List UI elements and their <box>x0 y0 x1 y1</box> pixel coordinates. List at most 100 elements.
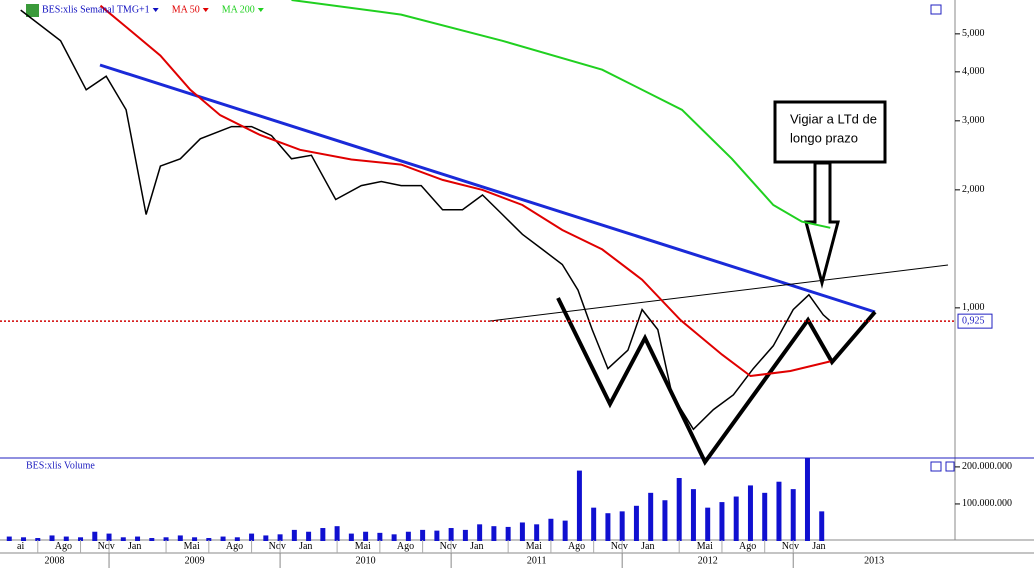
legend-menu <box>152 8 159 12</box>
panel-title: BES:xlis Volume <box>26 460 95 471</box>
volume-bar <box>106 533 112 541</box>
x-tick-label: Ago <box>739 541 756 552</box>
close-icon[interactable] <box>945 461 955 472</box>
volume-bar <box>405 531 411 541</box>
volume-bar <box>804 458 810 541</box>
volume-bar <box>591 507 597 541</box>
series-line <box>20 9 831 431</box>
year-tick-label: 2009 <box>185 555 205 566</box>
legend-entry[interactable]: BES:xlis Semanal TMG+1 <box>42 4 150 15</box>
volume-bar <box>348 533 354 541</box>
volume-bar <box>420 529 426 541</box>
volume-bar <box>377 532 383 541</box>
volume-bar <box>619 511 625 541</box>
volume-bar <box>6 536 12 541</box>
volume-bar <box>120 537 126 541</box>
volume-bar <box>576 470 582 541</box>
volume-bar <box>35 538 41 541</box>
legend-entry[interactable]: MA 50 <box>172 4 200 15</box>
y-tick-label: 200.000.000 <box>962 461 1012 472</box>
annotation-text: longo prazo <box>790 130 858 145</box>
volume-bar <box>92 531 98 541</box>
volume-bar <box>448 528 454 541</box>
x-tick-label: Ago <box>226 541 243 552</box>
x-tick-label: Mai <box>355 541 371 552</box>
legend-menu <box>257 8 264 12</box>
x-tick-label: Nov <box>782 541 799 552</box>
year-tick-label: 2011 <box>527 555 547 566</box>
x-tick-label: Nov <box>440 541 457 552</box>
series-line <box>99 4 831 378</box>
volume-bar <box>491 526 497 541</box>
volume-bar <box>705 507 711 541</box>
x-tick-label: Jan <box>812 541 825 552</box>
volume-bar <box>562 520 568 541</box>
volume-bar <box>391 534 397 541</box>
volume-bar <box>49 535 55 541</box>
y-tick-label: 1,000 <box>962 302 985 313</box>
x-tick-label: Ago <box>397 541 414 552</box>
x-tick-label: Ago <box>55 541 72 552</box>
volume-bar <box>676 478 682 541</box>
last-price-label: 0,925 <box>962 315 985 326</box>
volume-bar <box>320 528 326 541</box>
x-tick-label: Nov <box>611 541 628 552</box>
volume-bar <box>719 502 725 541</box>
volume-bar <box>819 511 825 541</box>
volume-bar <box>762 492 768 541</box>
annotation-box <box>773 100 887 164</box>
legend-entry[interactable]: MA 200 <box>222 4 255 15</box>
volume-bar <box>163 537 169 541</box>
y-tick-label: 3,000 <box>962 115 985 126</box>
volume-bar <box>648 492 654 541</box>
x-tick-label: Mai <box>184 541 200 552</box>
volume-bar <box>263 535 269 541</box>
last-price-box <box>957 313 993 329</box>
volume-bar <box>633 505 639 541</box>
year-tick-label: 2010 <box>356 555 376 566</box>
window-icon[interactable] <box>930 461 942 472</box>
volume-bar <box>534 524 540 541</box>
y-tick-label: 2,000 <box>962 184 985 195</box>
volume-bar <box>519 522 525 541</box>
volume-bar <box>63 536 69 541</box>
volume-bar <box>548 518 554 541</box>
annotation-text: Vigiar a LTd de <box>790 111 877 126</box>
volume-bar <box>249 533 255 541</box>
volume-bar <box>220 536 226 541</box>
x-tick-label: Jan <box>299 541 312 552</box>
volume-bar <box>733 496 739 541</box>
volume-bar <box>747 485 753 541</box>
volume-bar <box>434 530 440 541</box>
pattern-line <box>556 297 877 466</box>
symbol-icon[interactable] <box>26 4 39 17</box>
annotation-arrow <box>804 161 840 289</box>
x-tick-label: Jan <box>128 541 141 552</box>
x-tick-label: Mai <box>526 541 542 552</box>
volume-bar <box>277 534 283 541</box>
volume-bar <box>135 536 141 541</box>
x-tick-label: Jan <box>641 541 654 552</box>
trend-line <box>99 63 876 314</box>
window-icon[interactable] <box>930 4 942 15</box>
volume-bar <box>776 481 782 541</box>
volume-bar <box>177 535 183 541</box>
y-tick-label: 5,000 <box>962 28 985 39</box>
y-tick-label: 100.000.000 <box>962 498 1012 509</box>
volume-bar <box>662 500 668 541</box>
volume-bar <box>78 537 84 541</box>
series-line <box>291 0 831 229</box>
volume-bar <box>192 537 198 541</box>
volume-bar <box>477 524 483 541</box>
volume-bar <box>334 526 340 541</box>
volume-bar <box>306 531 312 541</box>
volume-bar <box>605 513 611 541</box>
volume-bar <box>234 537 240 541</box>
year-tick-label: 2008 <box>45 555 65 566</box>
year-tick-label: 2012 <box>698 555 718 566</box>
x-tick-label: Jan <box>470 541 483 552</box>
x-tick-label: ai <box>17 541 24 552</box>
volume-bar <box>206 538 212 541</box>
volume-bar <box>21 537 27 541</box>
